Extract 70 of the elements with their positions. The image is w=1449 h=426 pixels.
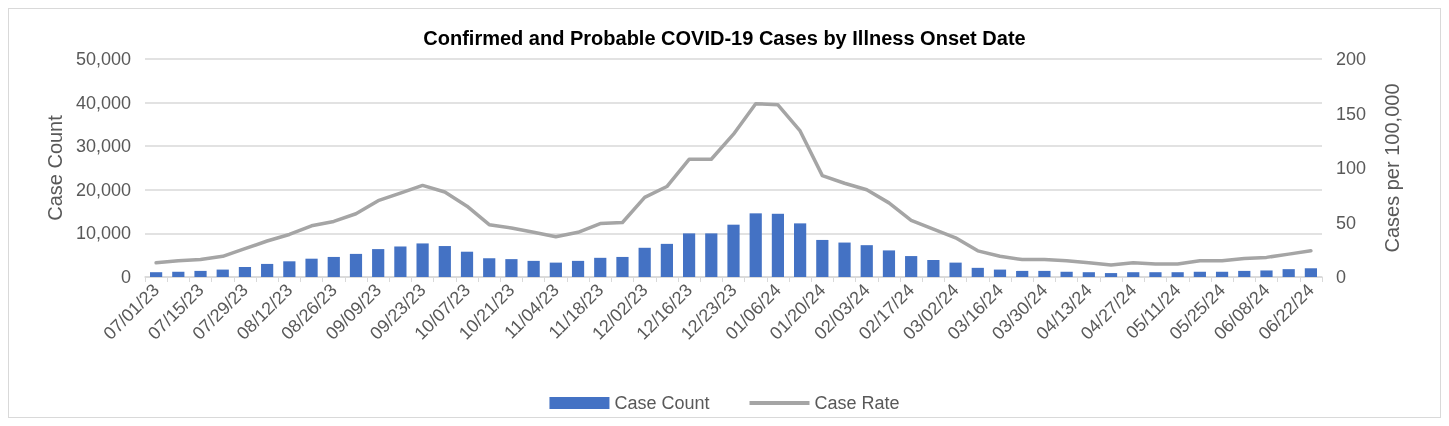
bar: [216, 269, 229, 277]
bar: [794, 223, 807, 277]
chart-title: Confirmed and Probable COVID-19 Cases by Illness Onset Date: [423, 27, 1026, 49]
bar: [660, 243, 673, 277]
bar: [283, 261, 296, 277]
bar: [971, 267, 984, 277]
y2-tick-label: 150: [1336, 103, 1367, 124]
bar: [1171, 272, 1184, 277]
y-tick-label: 0: [120, 267, 131, 287]
bar: [416, 243, 429, 277]
bar: [860, 245, 873, 277]
bar: [993, 269, 1007, 277]
bar: [150, 272, 163, 277]
bar: [949, 262, 962, 277]
legend-label: Case Rate: [814, 393, 900, 413]
bar: [682, 233, 696, 277]
bar: [327, 256, 340, 277]
bar: [727, 224, 740, 277]
bar: [1304, 268, 1317, 277]
bar: [1215, 271, 1229, 277]
y-tick-label: 20,000: [75, 179, 131, 200]
bar: [349, 253, 363, 277]
bar: [261, 263, 274, 277]
legend-label: Case Count: [614, 393, 710, 413]
bar: [571, 260, 585, 277]
bar: [1282, 269, 1295, 277]
bar: [1082, 272, 1095, 277]
bar: [527, 260, 540, 277]
y-tick-label: 10,000: [75, 223, 131, 244]
y2-axis-title: Cases per 100,000: [1381, 83, 1403, 253]
bar: [1193, 271, 1206, 277]
bar: [1260, 270, 1273, 277]
bar: [771, 213, 785, 277]
bar: [238, 266, 252, 277]
bar: [1149, 272, 1162, 277]
y2-tick-label: 100: [1336, 158, 1367, 178]
bar: [1016, 270, 1029, 277]
bar: [905, 256, 918, 277]
bar: [194, 270, 207, 277]
bar: [438, 246, 451, 277]
bar: [305, 258, 318, 277]
bar: [882, 250, 896, 277]
bar: [838, 242, 851, 277]
y2-tick-label: 0: [1336, 267, 1347, 287]
bar: [460, 251, 474, 277]
bar: [394, 246, 407, 277]
bar: [1127, 272, 1140, 277]
y-tick-label: 30,000: [75, 136, 131, 157]
bar: [594, 257, 607, 277]
bar: [927, 260, 940, 277]
bar: [1038, 270, 1051, 277]
bar: [705, 233, 718, 277]
bar: [638, 247, 651, 277]
line-series: [154, 101, 1313, 267]
bar: [372, 249, 385, 277]
bar: [483, 258, 496, 277]
y-tick-label: 50,000: [75, 49, 131, 69]
bar: [749, 213, 762, 277]
bar: [1060, 271, 1073, 277]
bar: [172, 271, 185, 277]
bar: [505, 259, 518, 277]
y-tick-label: 40,000: [75, 92, 131, 113]
y2-tick-label: 200: [1336, 49, 1367, 69]
bar: [1238, 270, 1251, 277]
bar: [1104, 273, 1118, 277]
y2-tick-label: 50: [1336, 212, 1357, 233]
bar: [616, 256, 629, 277]
y-axis-title: Case Count: [44, 114, 66, 221]
bar: [816, 239, 829, 277]
bar: [549, 262, 562, 277]
